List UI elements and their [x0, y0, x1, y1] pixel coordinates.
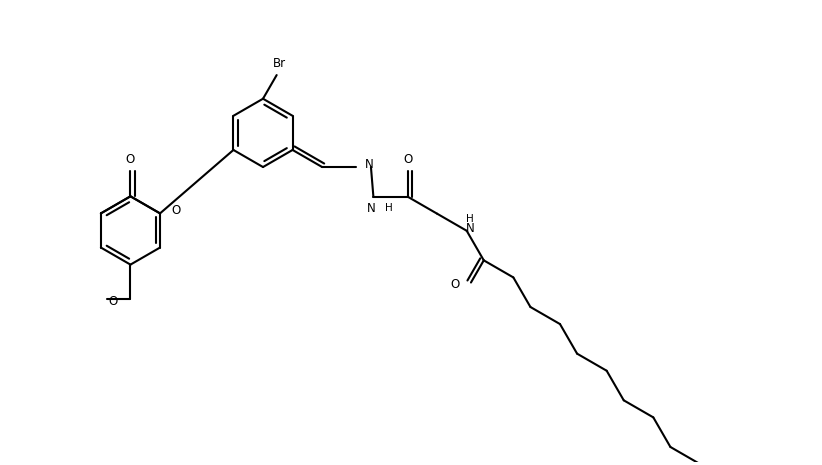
Text: Br: Br — [274, 57, 287, 70]
Text: O: O — [450, 279, 459, 292]
Text: N: N — [367, 201, 376, 214]
Text: N: N — [465, 222, 474, 235]
Text: N: N — [364, 158, 373, 171]
Text: O: O — [172, 204, 181, 217]
Text: O: O — [126, 153, 135, 166]
Text: O: O — [403, 153, 412, 166]
Text: O: O — [109, 295, 118, 308]
Text: H: H — [466, 213, 473, 224]
Text: H: H — [385, 203, 393, 213]
